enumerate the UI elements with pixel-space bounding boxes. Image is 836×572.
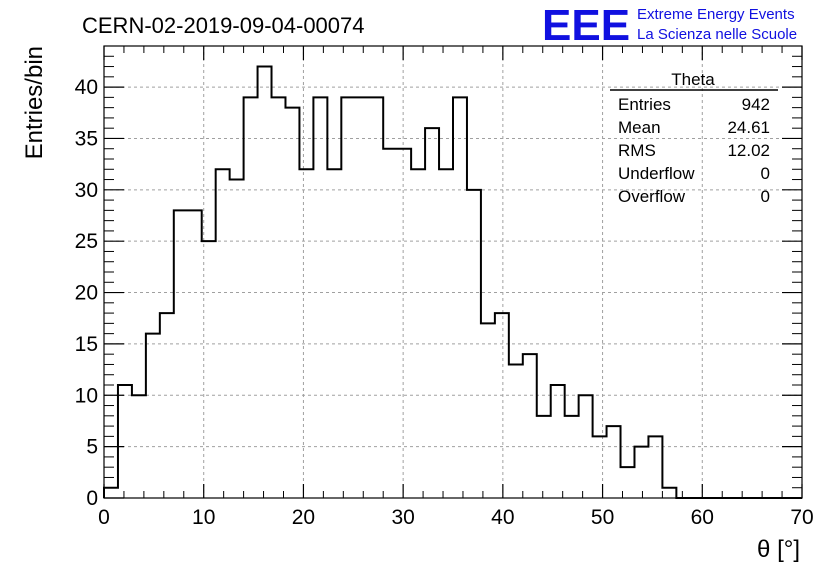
y-tick-label: 25 [75,230,98,253]
histogram-bin [216,169,230,498]
histogram-bin [439,169,453,498]
histogram-bin [202,241,216,498]
histogram-bin [327,169,341,498]
histogram-bin [593,436,607,498]
tick-labels: 0 10 20 30 40 50 60 70 0 5 10 15 20 25 30 35 40 [75,76,814,529]
x-tick-label: 70 [790,506,813,529]
y-tick-label: 5 [86,436,98,459]
histogram-bin [244,97,258,498]
stats-label-mean: Mean [618,118,661,137]
histogram-bin [313,97,327,498]
stats-value-mean: 24.61 [727,118,770,137]
histogram-bin [174,210,188,498]
histogram-bin [425,128,439,498]
y-axis-title: Entries/bin [21,46,48,159]
histogram-bin [299,169,313,498]
x-tick-label: 40 [491,506,514,529]
x-tick-label: 10 [192,506,215,529]
histogram-bin [634,447,648,498]
y-tick-label: 15 [75,333,98,356]
plot-frame [103,45,803,499]
histogram-bin [648,436,662,498]
y-tick-label: 20 [75,282,98,305]
stats-box-title: Theta [671,70,715,89]
histogram-bin [188,210,202,498]
histogram-bin [272,97,286,498]
x-tick-label: 0 [98,506,110,529]
histogram-bin [453,97,467,498]
histogram-bin [104,488,118,498]
histogram-bin [537,416,551,498]
stats-label-entries: Entries [618,95,671,114]
histogram-bin [355,97,369,498]
eee-logo-line1: Extreme Energy Events [637,6,795,23]
histogram-bin [523,354,537,498]
ticks-layer [103,45,803,499]
histogram-bin [662,488,676,498]
stats-box: Theta Entries 942 Mean 24.61 RMS 12.02 U… [610,70,778,206]
histogram-series [103,65,802,499]
chart-title: CERN-02-2019-09-04-00074 [82,13,365,38]
histogram-bin [481,323,495,498]
histogram-bin [146,334,160,498]
stats-value-entries: 942 [742,95,770,114]
stats-value-underflow: 0 [761,164,770,183]
histogram-bin [411,169,425,498]
y-tick-label: 35 [75,127,98,150]
histogram-bin [565,416,579,498]
eee-logo-line2: La Scienza nelle Scuole [637,26,797,43]
histogram-bin [495,313,509,498]
histogram-bin [341,97,355,498]
histogram-bin [383,149,397,498]
y-tick-label: 0 [86,487,98,510]
x-tick-label: 60 [691,506,714,529]
histogram-bin [258,67,272,498]
histogram-bin [285,108,299,498]
stats-value-rms: 12.02 [727,141,770,160]
stats-label-underflow: Underflow [618,164,695,183]
stats-label-overflow: Overflow [618,187,686,206]
histogram-bin [230,180,244,498]
histogram-bin [369,97,383,498]
y-tick-label: 10 [75,384,98,407]
histogram-bin [397,149,411,498]
y-tick-label: 30 [75,179,98,202]
x-tick-label: 20 [292,506,315,529]
histogram-bin [118,385,132,498]
histogram-bin [607,426,621,498]
eee-logo-mark: EEE [542,1,630,50]
stats-value-overflow: 0 [761,187,770,206]
stats-label-rms: RMS [618,141,656,160]
histogram-bins [104,67,676,498]
y-tick-label: 40 [75,76,98,99]
x-tick-label: 30 [391,506,414,529]
histogram-bin [160,313,174,498]
x-tick-label: 50 [591,506,614,529]
x-axis-title: θ [°] [757,536,800,563]
eee-logo: EEE Extreme Energy Events La Scienza nel… [542,1,797,50]
histogram-bin [551,385,565,498]
histogram-bin [509,364,523,498]
